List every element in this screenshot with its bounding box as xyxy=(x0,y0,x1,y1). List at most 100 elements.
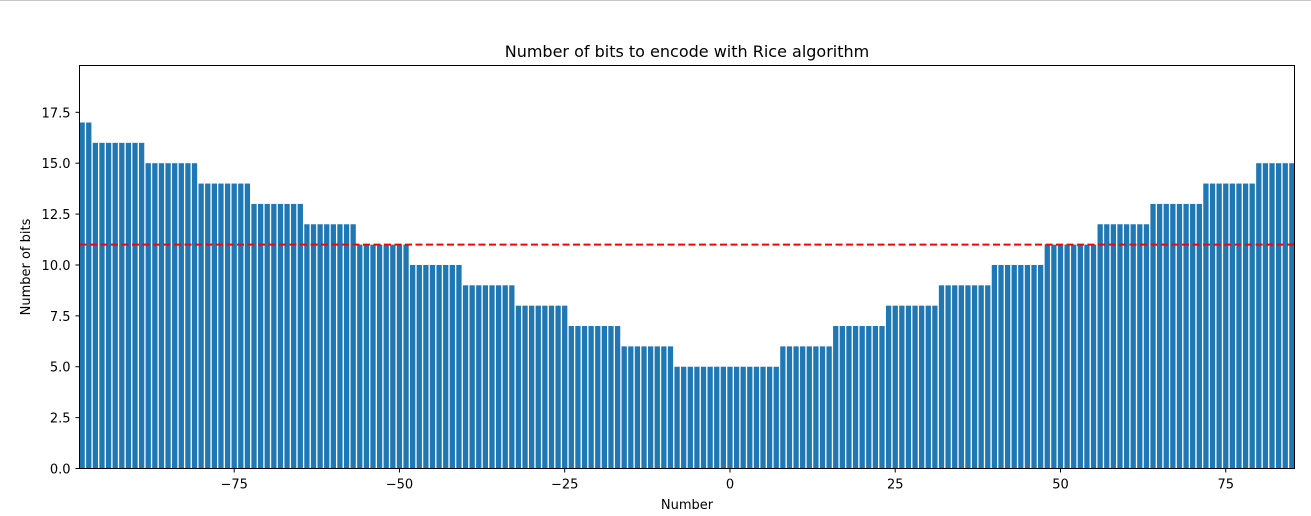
bar xyxy=(462,285,469,469)
x-tick-label: 50 xyxy=(1052,478,1069,493)
bar xyxy=(852,326,859,469)
y-tick-label: 7.5 xyxy=(50,310,71,325)
y-tick-label: 10.0 xyxy=(42,259,71,274)
bar xyxy=(800,346,806,469)
bar xyxy=(1183,203,1189,469)
bar xyxy=(1064,244,1070,469)
bar xyxy=(1038,264,1044,469)
bar xyxy=(317,224,323,469)
bar xyxy=(978,285,984,469)
bar xyxy=(271,203,277,469)
bar xyxy=(687,366,693,469)
bar xyxy=(1057,244,1064,469)
bar xyxy=(1256,163,1262,469)
x-axis-label: Number xyxy=(661,498,714,513)
bar xyxy=(158,163,165,469)
bar xyxy=(92,142,99,469)
bar xyxy=(509,285,515,469)
bar xyxy=(1110,224,1117,469)
bar xyxy=(747,366,753,469)
bar xyxy=(251,203,257,469)
bar xyxy=(1242,183,1249,469)
bar xyxy=(919,305,925,469)
bar xyxy=(370,244,376,469)
bar xyxy=(879,326,885,469)
bar xyxy=(833,326,839,469)
bar xyxy=(548,305,555,469)
bar xyxy=(482,285,489,469)
y-axis-label: Number of bits xyxy=(19,218,34,315)
bar xyxy=(1090,244,1097,469)
bar xyxy=(555,305,561,469)
bar xyxy=(132,142,138,469)
bar xyxy=(297,203,303,469)
bar xyxy=(905,305,912,469)
bar xyxy=(588,326,594,469)
bar xyxy=(1137,224,1143,469)
bar xyxy=(443,264,449,469)
bar xyxy=(1024,264,1031,469)
bar xyxy=(1097,224,1103,469)
bar xyxy=(138,142,145,469)
bar xyxy=(648,346,654,469)
bar xyxy=(562,305,568,469)
bar xyxy=(1196,203,1202,469)
bar xyxy=(244,183,251,469)
y-axis-ticks: 0.0 2.5 5.0 7.5 10.0 12.5 15.0 17.5 xyxy=(42,106,80,478)
bar xyxy=(284,203,290,469)
bar xyxy=(310,224,317,469)
bar xyxy=(694,366,700,469)
bar xyxy=(1249,183,1255,469)
bar xyxy=(1004,264,1011,469)
bar xyxy=(343,224,350,469)
bar xyxy=(165,163,171,469)
bar xyxy=(1018,264,1024,469)
bar xyxy=(363,244,370,469)
bar xyxy=(145,163,151,469)
y-tick-label: 12.5 xyxy=(42,208,71,223)
bar xyxy=(1104,224,1110,469)
bar xyxy=(1209,183,1216,469)
bar xyxy=(1282,163,1288,469)
bar xyxy=(529,305,535,469)
bar xyxy=(1123,224,1130,469)
bar xyxy=(502,285,508,469)
bar xyxy=(945,285,951,469)
bar xyxy=(733,366,740,469)
bar xyxy=(575,326,581,469)
bar xyxy=(1176,203,1183,469)
bar xyxy=(601,326,608,469)
bar xyxy=(621,346,627,469)
bar xyxy=(925,305,931,469)
bar xyxy=(998,264,1004,469)
bar xyxy=(892,305,898,469)
y-tick-label: 15.0 xyxy=(42,157,71,172)
bar xyxy=(595,326,601,469)
bar xyxy=(581,326,588,469)
bar xyxy=(568,326,574,469)
bar xyxy=(700,366,707,469)
bar xyxy=(958,285,964,469)
y-tick-label: 0.0 xyxy=(50,463,71,478)
bar xyxy=(760,366,766,469)
bar xyxy=(1143,224,1150,469)
bar xyxy=(1051,244,1057,469)
bar xyxy=(1157,203,1163,469)
bar xyxy=(198,183,204,469)
bar xyxy=(720,366,726,469)
x-axis-ticks: −75 −50 −25 0 25 50 75 xyxy=(220,468,1234,493)
bar xyxy=(846,326,852,469)
bar xyxy=(608,326,614,469)
bar xyxy=(330,224,336,469)
bar xyxy=(423,264,429,469)
bar xyxy=(79,122,85,469)
bar xyxy=(304,224,310,469)
bar xyxy=(965,285,971,469)
bar xyxy=(628,346,634,469)
bar xyxy=(1117,224,1123,469)
bar xyxy=(614,326,621,469)
bar xyxy=(991,264,998,469)
bar xyxy=(99,142,105,469)
bar xyxy=(105,142,112,469)
